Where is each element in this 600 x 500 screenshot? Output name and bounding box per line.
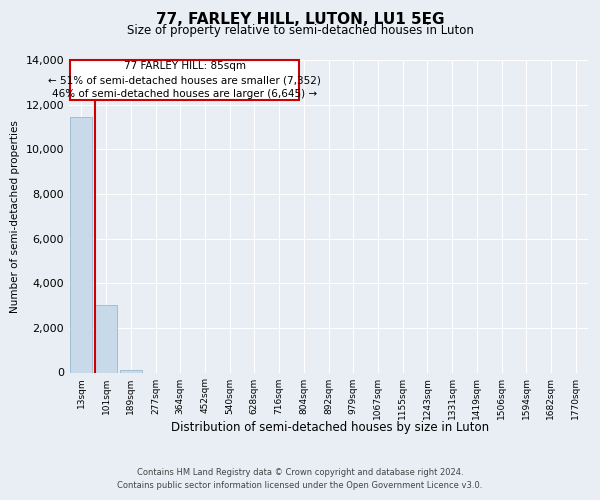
FancyBboxPatch shape (70, 60, 299, 100)
Y-axis label: Number of semi-detached properties: Number of semi-detached properties (10, 120, 20, 312)
Text: Distribution of semi-detached houses by size in Luton: Distribution of semi-detached houses by … (171, 421, 489, 434)
Text: Contains HM Land Registry data © Crown copyright and database right 2024.: Contains HM Land Registry data © Crown c… (137, 468, 463, 477)
Text: 77, FARLEY HILL, LUTON, LU1 5EG: 77, FARLEY HILL, LUTON, LU1 5EG (156, 12, 444, 28)
Bar (119, 370, 142, 372)
Bar (95, 305, 117, 372)
Text: Size of property relative to semi-detached houses in Luton: Size of property relative to semi-detach… (127, 24, 473, 37)
Bar (70, 117, 92, 372)
Text: Contains public sector information licensed under the Open Government Licence v3: Contains public sector information licen… (118, 480, 482, 490)
Text: 77 FARLEY HILL: 85sqm
← 51% of semi-detached houses are smaller (7,352)
46% of s: 77 FARLEY HILL: 85sqm ← 51% of semi-deta… (48, 61, 321, 99)
